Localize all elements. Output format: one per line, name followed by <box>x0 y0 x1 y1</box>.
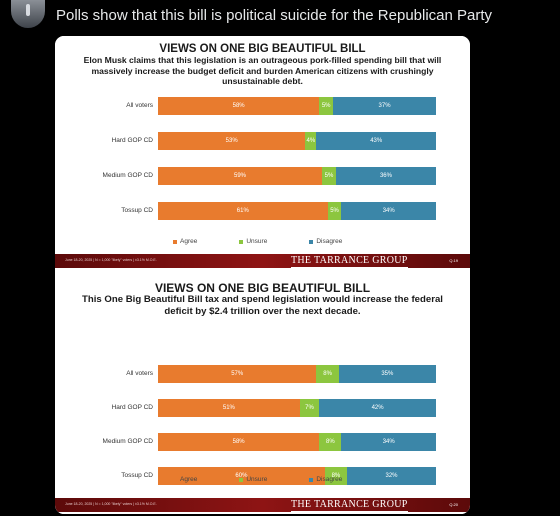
bar-segment-disagree: 32% <box>347 467 436 485</box>
stacked-bar: 57% 8% 35% <box>158 365 436 383</box>
slide-footer: June 18-20, 2025 | N = 1,000 "likely" vo… <box>55 254 470 268</box>
bar-segment-unsure: 8% <box>316 365 339 383</box>
stacked-bar: 58% 5% 37% <box>158 97 436 115</box>
bar-segment-disagree: 36% <box>335 167 436 185</box>
stacked-bar: 53% 4% 43% <box>158 132 436 150</box>
category-label: All voters <box>126 102 153 109</box>
category-label: All voters <box>126 370 153 377</box>
bar-segment-agree: 51% <box>158 399 300 417</box>
stacked-bar: 59% 5% 36% <box>158 167 436 185</box>
bar-segment-disagree: 42% <box>319 399 436 417</box>
footnote: June 18-20, 2025 | N = 1,000 "likely" vo… <box>65 502 157 506</box>
bar-segment-agree: 58% <box>158 97 320 115</box>
legend-disagree: Disagree <box>309 476 342 483</box>
bar-segment-disagree: 43% <box>316 132 436 150</box>
stacked-bar: 58% 8% 34% <box>158 433 436 451</box>
stacked-bar: 61% 5% 34% <box>158 202 436 220</box>
legend-disagree-label: Disagree <box>316 238 343 245</box>
bar-segment-agree: 53% <box>158 132 306 150</box>
slide-question: This One Big Beautiful Bill tax and spen… <box>82 294 443 317</box>
slide-question: Elon Musk claims that this legislation i… <box>83 55 442 86</box>
category-label: Medium GOP CD <box>102 172 153 179</box>
agree-swatch <box>173 239 177 244</box>
category-label: Tossup CD <box>121 207 153 214</box>
footnote: June 18-20, 2025 | N = 1,000 "likely" vo… <box>65 258 157 262</box>
bar-segment-agree: 61% <box>158 202 328 220</box>
legend-disagree: Disagree <box>309 238 342 245</box>
bar-segment-disagree: 37% <box>333 97 436 115</box>
page-number: Q.20 <box>449 502 458 507</box>
category-label: Hard GOP CD <box>111 404 153 411</box>
legend-agree-label: Agree <box>180 238 198 245</box>
page-number: Q.19 <box>449 258 458 263</box>
legend-unsure-label: Unsure <box>246 476 268 483</box>
chart-legend: Agree Unsure Disagree <box>173 476 384 483</box>
unsure-swatch <box>239 477 244 482</box>
bar-segment-unsure: 5% <box>319 97 334 115</box>
disagree-swatch <box>309 239 314 244</box>
slide-title: VIEWS ON ONE BIG BEAUTIFUL BILL <box>159 43 366 55</box>
legend-disagree-label: Disagree <box>316 476 343 483</box>
bar-segment-unsure: 8% <box>324 467 348 485</box>
post-image[interactable]: VIEWS ON ONE BIG BEAUTIFUL BILL Elon Mus… <box>55 36 470 514</box>
category-label: Medium GOP CD <box>102 438 153 445</box>
bar-segment-disagree: 34% <box>341 433 436 451</box>
category-label: Hard GOP CD <box>111 137 153 144</box>
legend-agree: Agree <box>173 476 197 483</box>
legend-unsure-label: Unsure <box>246 238 268 245</box>
poll-slide-2: VIEWS ON ONE BIG BEAUTIFUL BILL This One… <box>55 276 470 514</box>
bar-segment-agree: 59% <box>158 167 323 185</box>
stacked-bar: 60% 8% 32% <box>158 467 436 485</box>
legend-agree-label: Agree <box>180 476 198 483</box>
legend-unsure: Unsure <box>239 476 267 483</box>
slide-footer: June 18-20, 2025 | N = 1,000 "likely" vo… <box>55 498 470 512</box>
poll-slide-1: VIEWS ON ONE BIG BEAUTIFUL BILL Elon Mus… <box>55 36 470 272</box>
bar-segment-disagree: 34% <box>341 202 436 220</box>
stacked-bar: 51% 7% 42% <box>158 399 436 417</box>
bar-segment-unsure: 8% <box>319 433 342 451</box>
brand-logo: THE TARRANCE GROUP <box>291 255 408 268</box>
unsure-swatch <box>239 239 244 244</box>
bar-segment-agree: 58% <box>158 433 320 451</box>
brand-logo: THE TARRANCE GROUP <box>291 499 408 512</box>
category-label: Tossup CD <box>121 472 153 479</box>
bar-segment-disagree: 35% <box>338 365 436 383</box>
bar-segment-unsure: 4% <box>305 132 317 150</box>
avatar[interactable] <box>11 0 45 28</box>
bar-segment-agree: 57% <box>158 365 317 383</box>
bar-segment-unsure: 7% <box>299 399 320 417</box>
bar-segment-unsure: 5% <box>322 167 336 185</box>
slide-title: VIEWS ON ONE BIG BEAUTIFUL BILL <box>154 281 371 295</box>
chart-legend: Agree Unsure Disagree <box>173 238 384 245</box>
bar-segment-agree: 60% <box>158 467 325 485</box>
disagree-swatch <box>309 477 314 482</box>
bar-segment-unsure: 5% <box>327 202 342 220</box>
legend-agree: Agree <box>173 238 197 245</box>
agree-swatch <box>173 477 177 482</box>
legend-unsure: Unsure <box>239 238 267 245</box>
post-text: Polls show that this bill is political s… <box>56 7 493 24</box>
